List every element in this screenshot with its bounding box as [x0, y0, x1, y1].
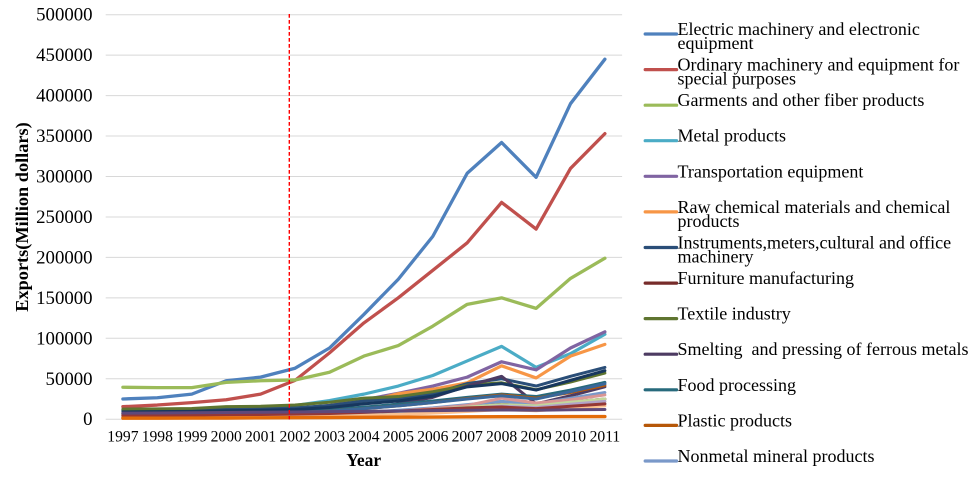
svg-text:Furniture manufacturing: Furniture manufacturing	[678, 268, 854, 288]
svg-text:2009: 2009	[521, 429, 552, 446]
svg-text:Year: Year	[346, 450, 381, 470]
svg-text:Ordinary machinery and equipme: Ordinary machinery and equipment for	[678, 55, 960, 75]
svg-text:450000: 450000	[36, 45, 92, 66]
svg-text:Food processing: Food processing	[678, 375, 797, 395]
svg-text:Electric machinery and electro: Electric machinery and electronic	[678, 19, 920, 39]
svg-text:Metal products: Metal products	[678, 126, 786, 146]
svg-text:2011: 2011	[590, 429, 621, 446]
svg-text:2006: 2006	[417, 429, 448, 446]
svg-text:Textile industry: Textile industry	[678, 304, 791, 324]
svg-text:1998: 1998	[142, 429, 173, 446]
svg-text:2007: 2007	[452, 429, 483, 446]
svg-text:2001: 2001	[245, 429, 276, 446]
svg-text:300000: 300000	[36, 167, 92, 188]
svg-text:400000: 400000	[36, 86, 92, 107]
svg-text:Plastic products: Plastic products	[678, 410, 793, 430]
svg-text:500000: 500000	[36, 5, 92, 26]
svg-text:products: products	[678, 211, 740, 231]
svg-text:2000: 2000	[211, 429, 242, 446]
svg-text:machinery: machinery	[678, 247, 754, 267]
svg-text:0: 0	[83, 409, 92, 430]
svg-text:250000: 250000	[36, 207, 92, 228]
svg-text:350000: 350000	[36, 126, 92, 147]
svg-text:Transportation equipment: Transportation equipment	[678, 161, 864, 181]
svg-text:2002: 2002	[280, 429, 311, 446]
svg-text:50000: 50000	[46, 369, 93, 390]
svg-text:1999: 1999	[176, 429, 207, 446]
svg-text:Raw chemical materials and che: Raw chemical materials and chemical	[678, 197, 951, 217]
svg-text:200000: 200000	[36, 247, 92, 268]
svg-text:equipment: equipment	[678, 33, 754, 53]
svg-text:Garments and other fiber produ: Garments and other fiber products	[678, 90, 925, 110]
svg-text:2004: 2004	[348, 429, 379, 446]
svg-text:150000: 150000	[36, 288, 92, 309]
svg-text:2005: 2005	[383, 429, 414, 446]
svg-text:Smelting and pressing of ferr: Smelting and pressing of ferrous metals	[678, 339, 969, 359]
svg-text:Nonmetal mineral products: Nonmetal mineral products	[678, 446, 875, 466]
svg-text:100000: 100000	[36, 328, 92, 349]
svg-text:special purposes: special purposes	[678, 69, 796, 89]
svg-text:Instruments,meters,cultural an: Instruments,meters,cultural and office	[678, 233, 952, 253]
svg-text:2008: 2008	[486, 429, 517, 446]
svg-text:Exports(Million dollars): Exports(Million dollars)	[12, 122, 33, 311]
svg-text:2003: 2003	[314, 429, 345, 446]
svg-text:1997: 1997	[107, 429, 138, 446]
svg-text:2010: 2010	[555, 429, 586, 446]
